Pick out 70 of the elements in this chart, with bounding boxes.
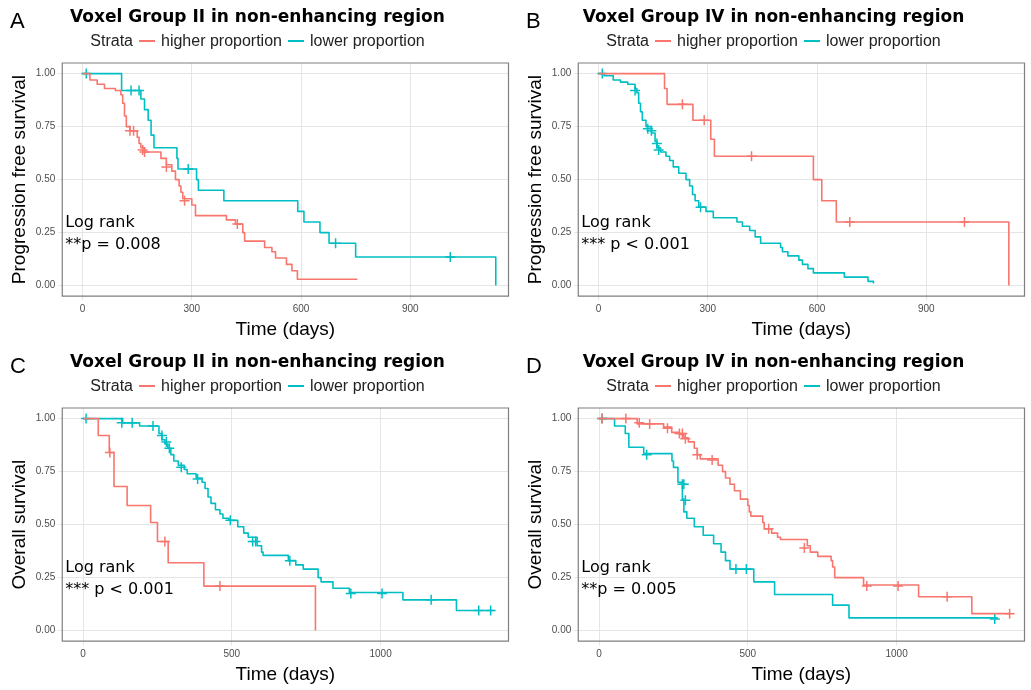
text: B <box>526 8 541 34</box>
legend-title: Strata <box>606 376 649 396</box>
x-axis-title: Time (days) <box>235 317 336 339</box>
y-tick-label: 0.25 <box>551 571 572 583</box>
x-tick-label: 600 <box>292 302 310 314</box>
y-axis-title: Progression free survival <box>7 75 29 285</box>
y-tick-label: 0.50 <box>551 173 572 185</box>
y-tick-label: 0.25 <box>551 226 572 238</box>
legend-title: Strata <box>606 31 649 51</box>
y-tick-label: 1.00 <box>551 412 572 424</box>
y-tick-label: 1.00 <box>35 412 56 424</box>
text: A <box>10 8 25 34</box>
annotation: **p = 0.008 <box>65 233 161 253</box>
y-tick-label: 0.25 <box>35 571 56 583</box>
annotation: Log rank <box>581 556 652 576</box>
legend-label: lower proportion <box>825 31 941 51</box>
legend-label: lower proportion <box>309 31 425 51</box>
x-tick-label: 1000 <box>885 647 909 659</box>
y-tick-label: 0.75 <box>35 120 56 132</box>
x-tick-label: 300 <box>699 302 717 314</box>
y-axis-title: Progression free survival <box>523 75 545 285</box>
text: D <box>526 353 542 379</box>
x-tick-label: 0 <box>80 647 87 659</box>
legend-title: Strata <box>90 31 133 51</box>
y-tick-label: 0.00 <box>35 279 56 291</box>
legend-label: lower proportion <box>309 376 425 396</box>
y-tick-label: 0.00 <box>35 624 56 636</box>
x-axis-title: Time (days) <box>751 317 852 339</box>
y-tick-label: 0.25 <box>35 226 56 238</box>
y-tick-label: 0.75 <box>551 120 572 132</box>
annotation: Log rank <box>65 556 136 576</box>
x-tick-label: 500 <box>223 647 241 659</box>
x-tick-label: 0 <box>596 647 603 659</box>
legend-label: higher proportion <box>160 31 282 51</box>
x-tick-label: 300 <box>183 302 201 314</box>
x-tick-label: 900 <box>917 302 936 314</box>
y-tick-label: 0.50 <box>35 518 56 530</box>
y-tick-label: 0.50 <box>35 173 56 185</box>
x-tick-label: 0 <box>79 302 86 314</box>
chart-title: Voxel Group IV in non-enhancing region <box>582 350 965 373</box>
x-tick-label: 900 <box>401 302 420 314</box>
annotation: Log rank <box>581 211 652 231</box>
y-axis-title: Overall survival <box>523 459 545 590</box>
legend-label: higher proportion <box>676 31 798 51</box>
y-tick-label: 0.00 <box>551 624 572 636</box>
legend-label: higher proportion <box>676 376 798 396</box>
chart-title: Voxel Group II in non-enhancing region <box>70 350 445 373</box>
x-tick-label: 1000 <box>369 647 393 659</box>
chart-title: Voxel Group II in non-enhancing region <box>70 5 445 28</box>
x-axis-title: Time (days) <box>751 662 852 684</box>
legend-label: lower proportion <box>825 376 941 396</box>
y-tick-label: 0.50 <box>551 518 572 530</box>
text: C <box>10 353 26 379</box>
x-axis-title: Time (days) <box>235 662 336 684</box>
legend-label: higher proportion <box>160 376 282 396</box>
y-tick-label: 1.00 <box>551 67 572 79</box>
annotation: *** p < 0.001 <box>581 233 690 253</box>
y-axis-title: Overall survival <box>7 459 29 590</box>
y-tick-label: 0.75 <box>551 465 572 477</box>
y-tick-label: 1.00 <box>35 67 56 79</box>
legend-title: Strata <box>90 376 133 396</box>
y-tick-label: 0.75 <box>35 465 56 477</box>
annotation: *** p < 0.001 <box>65 578 174 598</box>
chart-title: Voxel Group IV in non-enhancing region <box>582 5 965 28</box>
x-tick-label: 600 <box>808 302 826 314</box>
annotation: Log rank <box>65 211 136 231</box>
x-tick-label: 500 <box>739 647 757 659</box>
y-tick-label: 0.00 <box>551 279 572 291</box>
annotation: **p = 0.005 <box>581 578 677 598</box>
x-tick-label: 0 <box>595 302 602 314</box>
